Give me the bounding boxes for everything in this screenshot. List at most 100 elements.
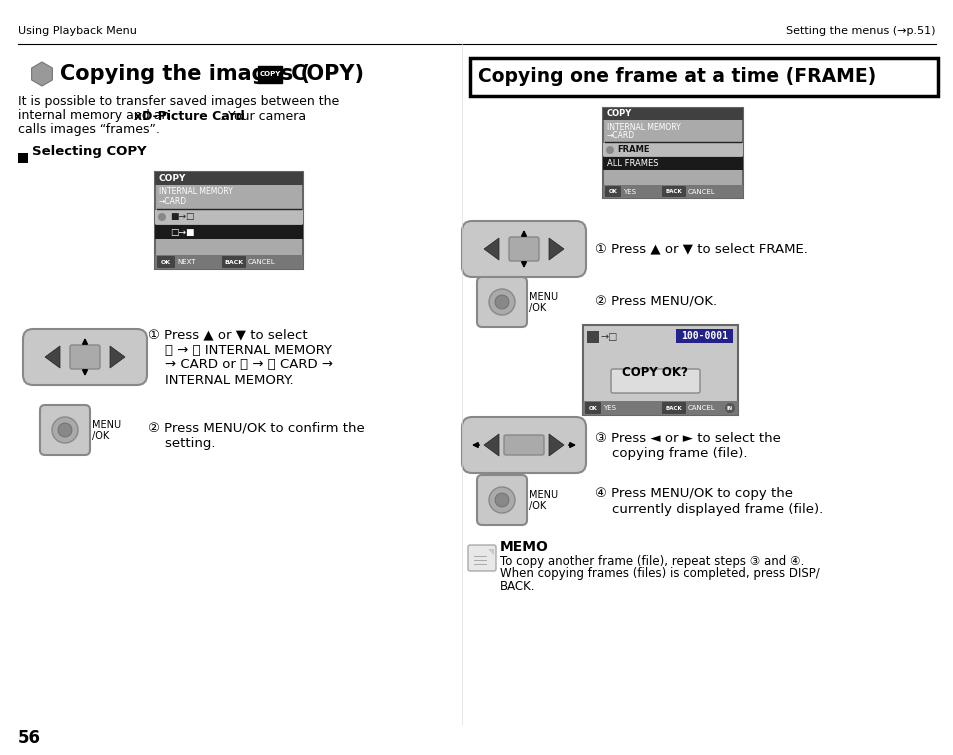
Text: → CARD or ⎙ → ⎘ CARD →: → CARD or ⎙ → ⎘ CARD → [148, 359, 333, 371]
Text: COPY OK?: COPY OK? [621, 366, 687, 380]
Text: MENU: MENU [529, 490, 558, 500]
Text: Copying one frame at a time (FRAME): Copying one frame at a time (FRAME) [477, 67, 876, 87]
Polygon shape [488, 549, 494, 555]
Text: BACK: BACK [665, 405, 681, 411]
Bar [154, 225, 303, 239]
Text: BACK.: BACK. [499, 581, 535, 593]
Text: COPY): COPY) [284, 64, 364, 84]
Bar [154, 210, 303, 224]
Text: /OK: /OK [529, 501, 546, 511]
FancyBboxPatch shape [222, 256, 246, 268]
Circle shape [489, 487, 515, 513]
Text: MENU: MENU [529, 292, 558, 302]
FancyBboxPatch shape [40, 405, 90, 455]
Text: OK: OK [588, 405, 597, 411]
Circle shape [58, 423, 71, 437]
Text: 56: 56 [18, 729, 41, 747]
FancyBboxPatch shape [154, 172, 303, 269]
Text: →CARD: →CARD [606, 131, 635, 140]
Text: ■→□: ■→□ [170, 212, 194, 221]
FancyBboxPatch shape [604, 186, 620, 197]
FancyBboxPatch shape [582, 325, 738, 415]
Text: ④ Press MENU/OK to copy the: ④ Press MENU/OK to copy the [595, 488, 792, 501]
Text: OK: OK [161, 260, 171, 264]
Bar [602, 143, 742, 156]
FancyBboxPatch shape [476, 475, 526, 525]
Text: CANCEL: CANCEL [248, 259, 275, 265]
Bar [257, 66, 282, 83]
FancyBboxPatch shape [461, 417, 585, 473]
Text: /OK: /OK [529, 303, 546, 313]
Text: □→■: □→■ [170, 227, 194, 236]
Text: ② Press MENU/OK to confirm the: ② Press MENU/OK to confirm the [148, 421, 364, 434]
Text: →CARD: →CARD [159, 196, 187, 205]
FancyBboxPatch shape [610, 369, 700, 393]
FancyBboxPatch shape [70, 345, 100, 369]
FancyBboxPatch shape [584, 402, 600, 414]
Bar [154, 255, 303, 269]
Text: copying frame (file).: copying frame (file). [595, 446, 747, 460]
Text: ⎘ → ⎙ INTERNAL MEMORY: ⎘ → ⎙ INTERNAL MEMORY [148, 344, 332, 356]
Text: /OK: /OK [91, 431, 110, 441]
Text: ③ Press ◄ or ► to select the: ③ Press ◄ or ► to select the [595, 432, 781, 445]
Text: ALL FRAMES: ALL FRAMES [606, 159, 658, 168]
FancyBboxPatch shape [602, 108, 742, 198]
Circle shape [495, 295, 509, 309]
Text: OK: OK [608, 189, 617, 194]
FancyBboxPatch shape [468, 545, 496, 571]
Bar [602, 157, 742, 170]
Text: YES: YES [602, 405, 616, 411]
Text: Using Playback Menu: Using Playback Menu [18, 26, 136, 36]
Text: COPY: COPY [159, 174, 186, 183]
Text: 100-0001: 100-0001 [680, 331, 728, 341]
Polygon shape [483, 434, 498, 456]
Circle shape [605, 146, 614, 154]
Bar [154, 172, 303, 185]
FancyBboxPatch shape [503, 435, 543, 455]
Text: To copy another frame (file), repeat steps ③ and ④.: To copy another frame (file), repeat ste… [499, 554, 803, 568]
Text: calls images “frames”.: calls images “frames”. [18, 124, 160, 137]
FancyBboxPatch shape [470, 58, 937, 96]
Text: IN: IN [726, 405, 732, 411]
Circle shape [495, 493, 509, 507]
FancyBboxPatch shape [461, 221, 585, 277]
Polygon shape [45, 346, 60, 368]
Text: MEMO: MEMO [499, 540, 548, 554]
Bar [582, 401, 738, 415]
Text: →□: →□ [600, 332, 618, 342]
Circle shape [724, 403, 734, 413]
Text: When copying frames (files) is completed, press DISP/: When copying frames (files) is completed… [499, 568, 819, 581]
Circle shape [489, 289, 515, 315]
Text: INTERNAL MEMORY: INTERNAL MEMORY [606, 122, 680, 131]
FancyBboxPatch shape [476, 277, 526, 327]
Text: INTERNAL MEMORY.: INTERNAL MEMORY. [148, 374, 294, 387]
Circle shape [158, 213, 166, 221]
FancyBboxPatch shape [661, 186, 685, 197]
FancyBboxPatch shape [509, 237, 538, 261]
Text: ① Press ▲ or ▼ to select: ① Press ▲ or ▼ to select [148, 328, 307, 341]
Text: MENU: MENU [91, 420, 121, 430]
Bar [586, 331, 598, 343]
Bar [602, 108, 742, 120]
Bar [676, 329, 732, 343]
Text: currently displayed frame (file).: currently displayed frame (file). [595, 503, 822, 516]
Text: INTERNAL MEMORY: INTERNAL MEMORY [159, 187, 233, 196]
Circle shape [52, 417, 78, 443]
Text: . Your camera: . Your camera [219, 109, 306, 122]
Text: Selecting COPY: Selecting COPY [32, 146, 147, 159]
Text: xD-Picture Card: xD-Picture Card [134, 109, 245, 122]
Bar [602, 185, 742, 198]
FancyBboxPatch shape [157, 256, 174, 268]
Text: COPY: COPY [606, 109, 632, 119]
Polygon shape [110, 346, 125, 368]
Text: CANCEL: CANCEL [687, 189, 715, 195]
Text: CANCEL: CANCEL [687, 405, 715, 411]
Text: COPY: COPY [259, 72, 280, 78]
Text: ① Press ▲ or ▼ to select FRAME.: ① Press ▲ or ▼ to select FRAME. [595, 242, 807, 255]
Polygon shape [31, 62, 52, 86]
Text: BACK: BACK [665, 189, 681, 194]
Polygon shape [548, 434, 563, 456]
FancyBboxPatch shape [23, 329, 147, 385]
Polygon shape [548, 238, 563, 260]
Bar [18, 153, 28, 163]
